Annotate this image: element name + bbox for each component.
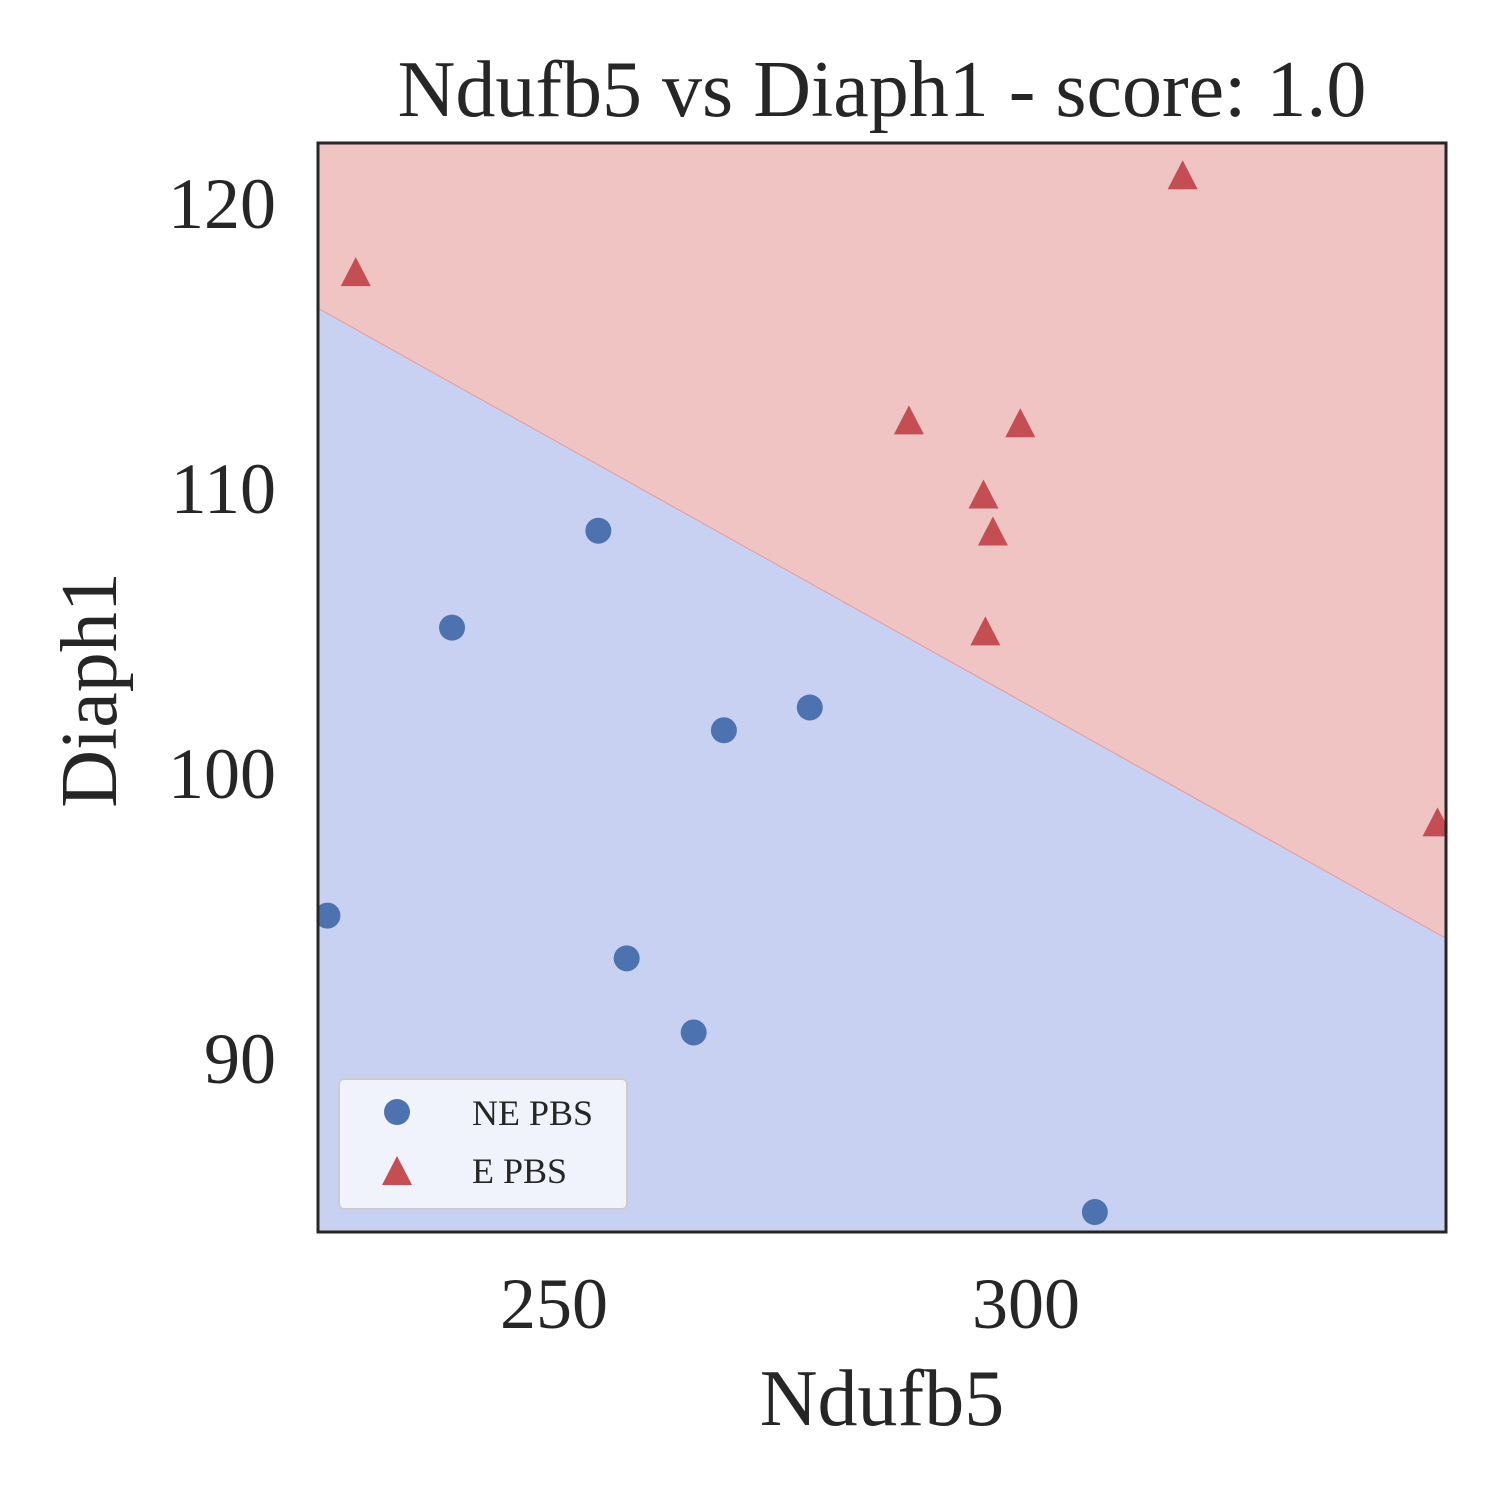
data-point-ne-pbs: [710, 717, 737, 744]
plot-frame: [316, 141, 1448, 1234]
legend: NE PBS E PBS: [338, 1078, 628, 1210]
data-point-e-pbs: [893, 405, 924, 435]
x-tick-label: 250: [500, 1264, 608, 1344]
y-tick-label: 110: [171, 449, 276, 529]
y-axis-ticks: 90 100 110 120: [168, 164, 276, 1099]
x-tick-label: 300: [972, 1264, 1080, 1344]
data-point-ne-pbs: [585, 517, 612, 544]
legend-box: [338, 1078, 628, 1210]
data-point-e-pbs: [1167, 160, 1198, 190]
x-axis-ticks: 250 300: [500, 1264, 1080, 1344]
legend-label-e-pbs: E PBS: [472, 1151, 567, 1191]
data-point-ne-pbs: [439, 614, 466, 641]
data-point-e-pbs: [1005, 408, 1036, 438]
data-point-ne-pbs: [680, 1019, 707, 1046]
data-point-ne-pbs: [318, 902, 341, 929]
legend-marker-e-pbs: [382, 1156, 412, 1185]
y-tick-label: 120: [168, 164, 276, 244]
legend-marker-ne-pbs: [384, 1099, 410, 1125]
region-upper: [318, 143, 1446, 939]
data-point-ne-pbs: [796, 694, 823, 721]
data-point-e-pbs: [968, 479, 999, 509]
data-point-e-pbs: [977, 516, 1008, 546]
data-point-ne-pbs: [613, 945, 640, 972]
data-point-e-pbs: [1422, 807, 1446, 837]
data-points: [318, 160, 1446, 1226]
y-axis-label: Diaph1: [46, 572, 134, 808]
plot-area: [318, 143, 1446, 1232]
decision-boundary-line: [318, 307, 1446, 939]
data-point-ne-pbs: [1081, 1199, 1108, 1226]
data-point-e-pbs: [970, 616, 1001, 646]
chart-title: Ndufb5 vs Diaph1 - score: 1.0: [398, 46, 1367, 134]
x-axis-label: Ndufb5: [760, 1355, 1004, 1443]
y-tick-label: 90: [204, 1019, 276, 1099]
legend-label-ne-pbs: NE PBS: [472, 1093, 593, 1133]
y-tick-label: 100: [168, 734, 276, 814]
data-point-e-pbs: [340, 257, 371, 287]
